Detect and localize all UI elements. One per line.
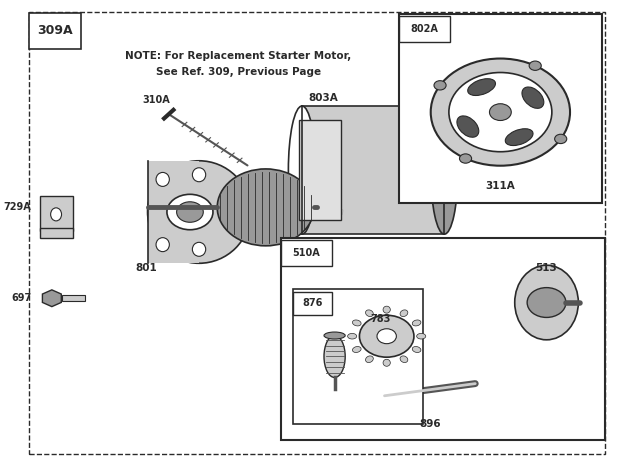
FancyBboxPatch shape xyxy=(40,228,73,238)
Circle shape xyxy=(434,81,446,90)
Polygon shape xyxy=(42,290,61,307)
Text: 801: 801 xyxy=(135,263,157,273)
Ellipse shape xyxy=(400,356,408,363)
Bar xyxy=(61,295,84,301)
Ellipse shape xyxy=(522,87,544,109)
Text: 513: 513 xyxy=(536,263,557,273)
Text: See Ref. 309, Previous Page: See Ref. 309, Previous Page xyxy=(156,67,321,77)
Ellipse shape xyxy=(156,172,169,186)
Circle shape xyxy=(377,329,396,344)
Text: 697: 697 xyxy=(11,293,31,303)
Text: 311A: 311A xyxy=(485,181,515,192)
Text: 876: 876 xyxy=(302,298,322,308)
Bar xyxy=(293,289,423,424)
Ellipse shape xyxy=(352,320,361,326)
Ellipse shape xyxy=(348,334,356,339)
Circle shape xyxy=(360,315,414,357)
Bar xyxy=(299,120,342,220)
Bar xyxy=(293,292,332,315)
Bar xyxy=(29,13,81,49)
Circle shape xyxy=(167,194,213,230)
Ellipse shape xyxy=(417,334,426,339)
Text: eReplacementParts.com: eReplacementParts.com xyxy=(217,207,344,217)
Ellipse shape xyxy=(51,208,61,221)
Bar xyxy=(399,16,450,42)
Bar xyxy=(281,238,605,440)
Ellipse shape xyxy=(148,161,250,263)
Ellipse shape xyxy=(366,356,373,363)
Text: 896: 896 xyxy=(419,419,441,429)
Ellipse shape xyxy=(383,359,391,366)
Ellipse shape xyxy=(383,306,391,313)
Ellipse shape xyxy=(457,116,479,137)
Bar xyxy=(281,240,332,266)
Bar xyxy=(148,161,199,263)
Ellipse shape xyxy=(412,347,421,352)
Circle shape xyxy=(459,154,472,163)
Circle shape xyxy=(527,288,566,317)
Ellipse shape xyxy=(324,336,345,377)
Ellipse shape xyxy=(288,106,316,234)
Text: 510A: 510A xyxy=(293,247,320,258)
Ellipse shape xyxy=(505,129,533,145)
Ellipse shape xyxy=(324,332,345,339)
Circle shape xyxy=(431,59,570,166)
Bar xyxy=(302,106,445,234)
Text: NOTE: For Replacement Starter Motor,: NOTE: For Replacement Starter Motor, xyxy=(125,51,352,61)
FancyBboxPatch shape xyxy=(40,196,73,231)
Ellipse shape xyxy=(156,238,169,252)
Ellipse shape xyxy=(467,79,495,96)
Circle shape xyxy=(529,61,541,70)
Ellipse shape xyxy=(366,310,373,316)
Bar xyxy=(399,14,602,203)
Text: 309A: 309A xyxy=(38,24,73,37)
Circle shape xyxy=(177,202,203,222)
Text: 310A: 310A xyxy=(143,95,170,105)
Ellipse shape xyxy=(515,265,578,340)
Ellipse shape xyxy=(400,310,408,316)
Text: 783: 783 xyxy=(370,314,391,324)
Ellipse shape xyxy=(352,347,361,352)
Ellipse shape xyxy=(412,320,421,326)
Ellipse shape xyxy=(431,106,458,234)
Ellipse shape xyxy=(192,168,206,182)
Ellipse shape xyxy=(217,169,314,246)
Circle shape xyxy=(449,73,552,152)
Text: 544A: 544A xyxy=(234,224,262,233)
Text: 803A: 803A xyxy=(308,93,338,103)
Text: 802A: 802A xyxy=(410,24,438,34)
Ellipse shape xyxy=(192,242,206,256)
Circle shape xyxy=(489,104,511,121)
Text: 729A: 729A xyxy=(4,202,31,212)
Circle shape xyxy=(555,134,567,144)
